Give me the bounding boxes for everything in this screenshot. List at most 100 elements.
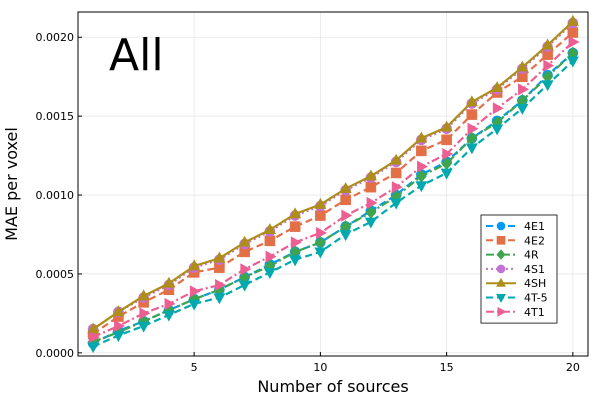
series-4T1: [88, 35, 580, 344]
data-point: [189, 285, 201, 298]
data-point: [263, 268, 276, 279]
data-point: [137, 321, 150, 333]
legend-entry: 4T-5: [486, 292, 548, 305]
series-4SH: [87, 14, 579, 334]
data-point: [518, 83, 529, 96]
data-point: [289, 221, 301, 232]
data-point: [88, 331, 100, 344]
data-point: [541, 38, 554, 50]
legend-marker: [496, 264, 506, 274]
data-point: [162, 310, 175, 322]
data-point: [213, 251, 226, 263]
legend-label: 4T1: [524, 306, 545, 319]
data-point: [114, 320, 126, 333]
data-point: [541, 80, 554, 92]
data-point: [516, 103, 529, 115]
data-point: [316, 226, 327, 239]
x-axis-label: Number of sources: [257, 377, 408, 396]
x-tick-label: 5: [191, 361, 198, 374]
data-point: [137, 289, 150, 301]
y-tick-label: 0.0000: [36, 347, 75, 360]
chart-annotation: All: [109, 30, 164, 81]
plot-frame: [77, 11, 589, 357]
data-point: [364, 169, 377, 181]
legend-marker: [496, 249, 506, 260]
data-point: [339, 182, 352, 194]
data-point: [188, 299, 201, 311]
data-point: [491, 124, 504, 136]
data-point: [465, 95, 478, 107]
data-point: [289, 255, 302, 267]
data-point: [139, 307, 151, 320]
legend-entry: 4R: [486, 249, 539, 262]
legend-label: 4S1: [524, 263, 545, 276]
legend-entry: 4E1: [486, 220, 545, 233]
data-point: [417, 160, 428, 173]
y-tick-label: 0.0015: [36, 110, 75, 123]
data-point: [365, 181, 377, 193]
data-point: [415, 181, 428, 193]
data-point: [416, 145, 427, 157]
data-point: [441, 134, 452, 146]
data-point: [390, 198, 403, 210]
data-point: [162, 276, 175, 288]
legend-label: 4E1: [524, 220, 545, 233]
y-tick-label: 0.0020: [36, 31, 75, 44]
data-point: [415, 131, 428, 143]
data-point: [442, 148, 454, 161]
data-point: [516, 60, 529, 72]
legend-marker: [496, 236, 506, 245]
data-point: [440, 120, 453, 132]
data-point: [364, 217, 377, 229]
data-point: [390, 167, 402, 179]
legend-label: 4SH: [524, 277, 546, 290]
data-point: [467, 122, 479, 135]
data-point: [314, 197, 327, 209]
legend-entry: 4S1: [486, 263, 545, 276]
data-point: [465, 143, 478, 155]
x-tick-label: 10: [313, 361, 327, 374]
legend-box: [480, 214, 558, 324]
y-tick-label: 0.0010: [36, 189, 75, 202]
data-point: [240, 263, 252, 276]
legend-entry: 4T1: [486, 306, 545, 319]
data-point: [391, 181, 403, 194]
data-point: [290, 236, 302, 249]
data-point: [568, 35, 580, 48]
data-point: [263, 223, 276, 235]
data-point: [566, 14, 579, 26]
x-tick-label: 15: [440, 361, 454, 374]
data-point: [215, 278, 227, 291]
legend-label: 4R: [524, 249, 539, 262]
data-point: [87, 342, 100, 354]
data-point: [340, 194, 351, 206]
data-point: [289, 207, 302, 219]
data-point: [314, 247, 327, 259]
y-axis-label: MAE per voxel: [2, 127, 21, 241]
data-point: [566, 56, 579, 68]
legend-label: 4E2: [524, 234, 545, 247]
legend-marker: [496, 277, 506, 287]
series-layer: [87, 14, 580, 354]
data-point: [213, 293, 226, 305]
data-point: [390, 153, 403, 165]
data-point: [491, 81, 504, 93]
data-point: [112, 305, 125, 317]
data-point: [238, 235, 251, 247]
data-point: [238, 280, 251, 292]
legend-entry: 4SH: [486, 277, 546, 290]
data-point: [265, 250, 277, 263]
data-point: [567, 27, 579, 38]
data-point: [188, 259, 201, 271]
series-line: [92, 52, 574, 343]
data-point: [366, 196, 378, 209]
tick-layer: 5 10 15 20 0.0000 0.0005 0.0010 0.0015 0.0020: [36, 31, 580, 374]
data-point: [87, 322, 100, 334]
series-line: [92, 41, 574, 339]
data-point: [440, 168, 453, 180]
data-point: [492, 102, 504, 115]
data-point: [543, 59, 555, 72]
